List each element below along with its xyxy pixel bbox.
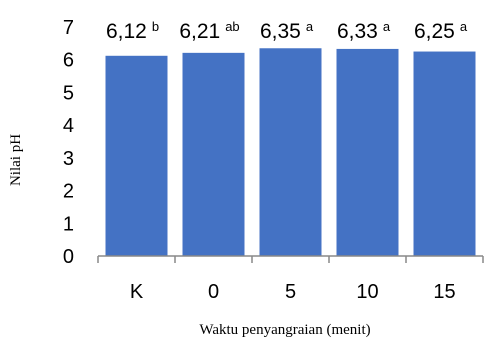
x-tick-label: K: [130, 281, 144, 303]
data-label-value: 6,33: [337, 20, 378, 43]
bar-0: [182, 52, 245, 256]
data-label: 6,33 a: [337, 19, 391, 43]
y-tick-label: 4: [63, 115, 74, 137]
bar-K: [105, 55, 168, 256]
x-tick-label: 10: [356, 281, 378, 303]
y-tick-label: 6: [63, 50, 74, 72]
y-tick-label: 0: [63, 246, 74, 268]
significance-letter: a: [460, 19, 468, 34]
data-label-value: 6,12: [106, 20, 147, 43]
y-axis-title: Nilai pH: [8, 134, 24, 186]
y-tick-label: 2: [63, 181, 74, 203]
significance-letter: b: [152, 19, 159, 34]
significance-letter: a: [383, 19, 391, 34]
x-axis: K 0 5 10 15: [97, 255, 484, 303]
y-tick-label: 1: [63, 213, 74, 235]
y-axis-ticks: 0 1 2 3 4 5 6 7: [63, 17, 74, 268]
data-labels: 6,12 b 6,21 ab 6,35 a 6,33 a 6,25 a: [106, 19, 468, 43]
data-label: 6,21 ab: [179, 19, 239, 43]
significance-letter: a: [306, 19, 314, 34]
data-label-value: 6,35: [260, 20, 301, 43]
bar-5: [259, 48, 322, 257]
data-label: 6,12 b: [106, 19, 159, 43]
y-tick-label: 3: [63, 148, 74, 170]
significance-letter: ab: [225, 19, 239, 34]
bar-10: [336, 48, 399, 256]
x-tick-label: 0: [208, 281, 219, 303]
y-tick-label: 7: [63, 17, 74, 39]
x-axis-title: Waktu penyangraian (menit): [199, 322, 370, 338]
y-tick-label: 5: [63, 82, 74, 104]
data-label: 6,35 a: [260, 19, 314, 43]
bars: [105, 48, 476, 257]
x-tick-label: 5: [285, 281, 296, 303]
data-label-value: 6,25: [414, 20, 455, 43]
data-label: 6,25 a: [414, 19, 468, 43]
data-label-value: 6,21: [179, 20, 220, 43]
x-tick-label: 15: [433, 281, 455, 303]
bar-15: [413, 51, 476, 257]
